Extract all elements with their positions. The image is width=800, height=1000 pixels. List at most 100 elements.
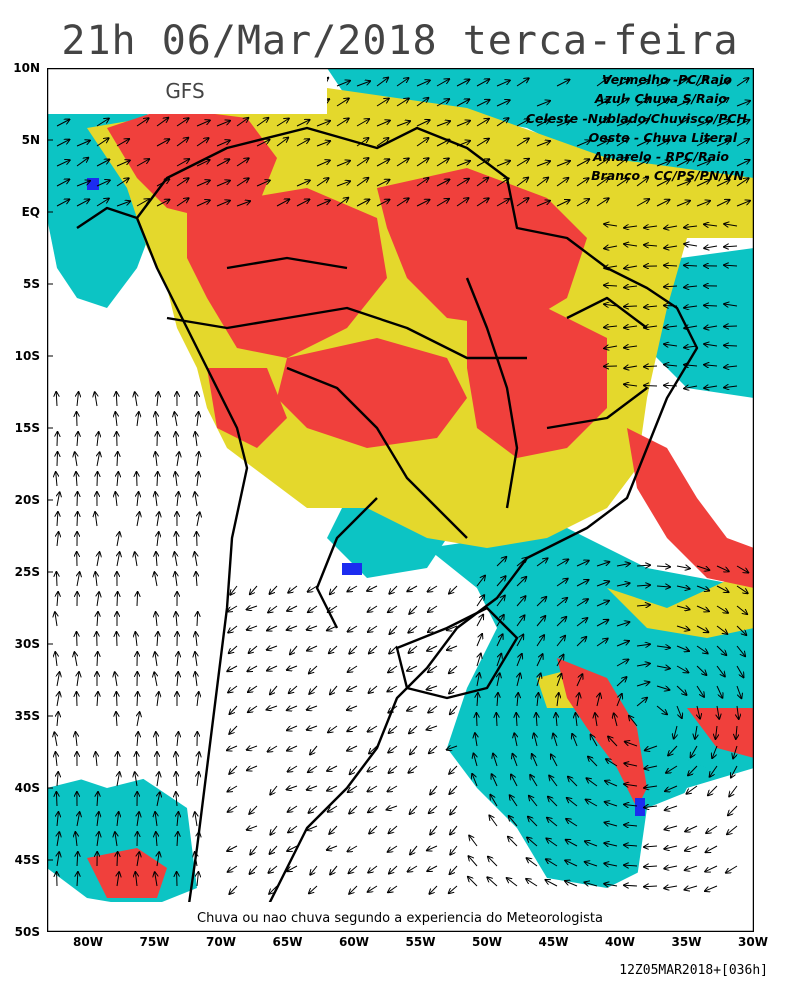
wind-arrow [664,265,678,266]
wind-arrow [516,654,522,667]
wind-arrow [716,685,722,698]
wind-arrow [416,138,429,147]
wind-arrow [736,665,744,677]
wind-arrow [530,775,538,787]
wind-arrow [376,180,390,187]
wind-arrow [388,785,398,792]
wind-arrow [736,78,749,87]
legend-item: Branco - CC/PS/PN/VN [591,168,744,183]
wind-arrow [228,865,238,872]
wind-arrow [536,654,543,667]
wind-arrow [737,705,739,719]
wind-arrow [157,532,159,547]
wind-arrow [135,392,137,407]
wind-arrow [428,605,438,612]
wind-arrow [536,713,537,727]
wind-arrow [97,592,99,607]
wind-arrow [117,852,118,867]
wind-arrow [57,492,60,507]
wind-arrow [712,745,718,758]
wind-arrow [197,772,199,787]
wind-arrow [155,452,157,467]
wind-arrow [477,654,481,667]
wind-arrow [704,386,718,388]
wind-arrow [327,785,338,791]
wind-arrow [736,139,749,147]
wind-arrow [55,652,57,667]
wind-arrow [327,846,338,850]
wind-arrow [157,392,158,407]
wind-arrow [348,665,358,672]
wind-arrow [636,119,649,127]
wind-arrow [56,199,69,207]
wind-arrow [691,745,698,757]
wind-arrow [336,118,349,127]
wind-arrow [368,605,378,612]
wind-arrow [267,625,278,631]
wind-arrow [616,138,629,147]
wind-arrow [307,826,318,830]
wind-arrow [704,365,718,366]
wind-arrow [656,200,670,207]
wind-arrow [604,863,618,866]
wind-arrow [427,686,438,690]
wind-arrow [644,306,658,307]
wind-arrow [56,792,57,807]
wind-arrow [497,673,500,687]
wind-arrow [474,754,478,767]
wind-arrow [684,226,698,228]
run-info: 12Z05MAR2018+[036h] [619,963,768,978]
wind-arrow [309,805,318,813]
wind-arrow [356,81,370,87]
wind-arrow [308,585,318,592]
wind-arrow [536,201,550,207]
wind-arrow [196,160,210,167]
wind-arrow [624,286,638,288]
wind-arrow [556,636,565,647]
wind-arrow [576,178,589,187]
wind-arrow [287,626,298,630]
wind-arrow [684,286,698,287]
wind-arrow [197,752,199,767]
wind-arrow [685,886,698,890]
wind-arrow [429,805,438,813]
wind-arrow [250,865,258,874]
wind-arrow [57,692,59,707]
wind-arrow [369,645,378,653]
wind-arrow [496,118,509,127]
wind-arrow [157,792,160,807]
wind-arrow [705,865,718,872]
wind-arrow [476,178,488,187]
wind-arrow [604,285,618,286]
wind-arrow [606,759,618,767]
wind-arrow [288,585,298,593]
wind-arrow [476,634,482,647]
wind-arrow [76,141,90,147]
latitude-label: 45S [14,853,40,867]
wind-arrow [289,685,298,693]
wind-arrow [696,180,710,187]
wind-arrow [156,118,168,127]
wind-arrow [696,645,708,653]
wind-arrow [155,652,157,667]
wind-arrow [115,672,117,687]
wind-arrow [537,674,541,687]
wind-arrow [624,366,638,368]
wind-arrow [616,98,629,107]
wind-arrow [116,160,130,167]
longitude-label: 55W [405,935,436,949]
wind-arrow [77,492,78,507]
wind-arrow [115,832,117,847]
latitude-label: 15S [14,421,40,435]
wind-arrow [157,472,158,487]
wind-arrow [644,766,658,769]
wind-arrow [514,733,517,747]
wind-arrow [336,181,350,187]
wind-arrow [57,432,58,447]
wind-arrow [697,705,700,719]
wind-arrow [368,625,378,632]
wind-arrow [427,726,438,730]
wind-arrow [656,685,669,690]
wind-arrow [624,346,638,348]
wind-arrow [288,825,298,832]
